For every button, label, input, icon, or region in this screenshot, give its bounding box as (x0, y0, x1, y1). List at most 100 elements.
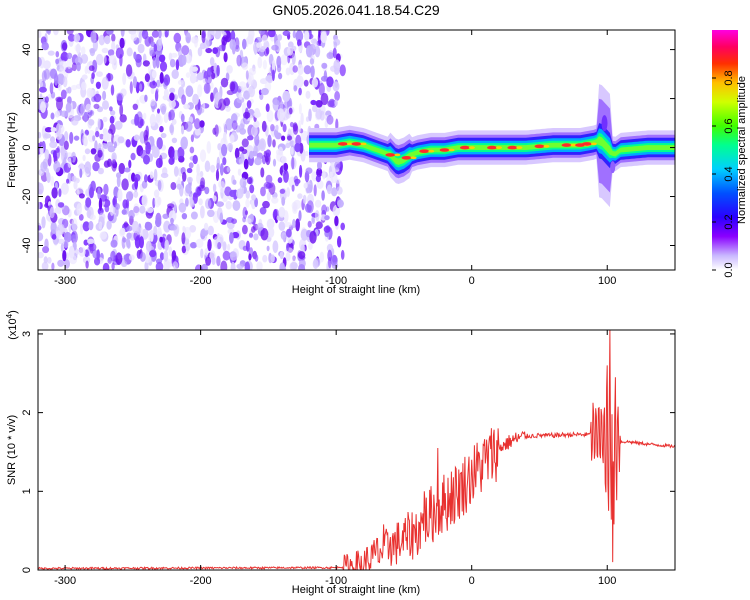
noise-speckle (93, 93, 102, 103)
noise-speckle (115, 206, 119, 217)
noise-speckle (277, 64, 282, 73)
noise-speckle (282, 123, 287, 133)
signal-hotspot (561, 143, 572, 147)
noise-speckle (312, 38, 318, 50)
noise-speckle (238, 158, 245, 165)
noise-speckle (88, 243, 97, 252)
noise-speckle (214, 124, 219, 137)
noise-speckle (303, 65, 312, 75)
noise-speckle (130, 32, 138, 42)
noise-speckle (295, 30, 304, 42)
noise-speckle (38, 232, 44, 242)
noise-speckle (173, 32, 182, 44)
noise-speckle (139, 236, 144, 249)
noise-speckle (155, 114, 163, 126)
noise-speckle (281, 232, 286, 241)
spectrogram-frame (37, 29, 676, 271)
noise-speckle (212, 183, 217, 193)
snr-scale-label: (x10 (7, 318, 19, 339)
x-tick-label: 100 (598, 275, 616, 287)
noise-speckle (111, 262, 115, 270)
noise-speckle (71, 84, 78, 91)
noise-speckle (139, 118, 145, 127)
noise-speckle (157, 180, 162, 191)
y-tick-label: 3 (21, 331, 33, 337)
noise-speckle (39, 81, 43, 88)
noise-speckle (136, 226, 141, 235)
noise-speckle (219, 212, 224, 223)
noise-speckle (286, 187, 290, 198)
noise-speckle (335, 178, 341, 184)
noise-speckle (57, 83, 62, 91)
noise-speckle (114, 120, 123, 130)
colorbar-tick-label: 0.2 (723, 214, 735, 229)
noise-speckle (321, 190, 325, 201)
noise-speckle (148, 64, 152, 76)
noise-speckle (236, 188, 244, 199)
colorbar-tick-label: 0.8 (723, 70, 735, 85)
noise-speckle (62, 76, 68, 88)
noise-speckle (221, 143, 228, 157)
noise-speckle (51, 234, 57, 240)
noise-speckle (271, 69, 275, 82)
noise-speckle (170, 217, 174, 225)
noise-speckle (163, 250, 169, 262)
noise-speckle (259, 207, 267, 215)
noise-speckle (200, 248, 204, 259)
noise-speckle (60, 89, 67, 100)
noise-speckle (53, 160, 61, 173)
noise-speckle (158, 36, 162, 46)
noise-speckle (339, 64, 346, 77)
noise-speckle (141, 180, 148, 189)
noise-speckle (263, 181, 272, 190)
noise-speckle (56, 73, 65, 86)
noise-speckle (242, 206, 248, 220)
noise-speckle (128, 254, 135, 261)
noise-speckle (334, 99, 338, 107)
noise-speckle (241, 138, 249, 148)
noise-speckle (324, 215, 330, 221)
noise-speckle (57, 202, 65, 208)
noise-speckle (242, 224, 248, 235)
noise-speckle (318, 82, 325, 96)
noise-speckle (50, 127, 57, 133)
noise-speckle (181, 232, 186, 245)
colorbar-gradient (712, 30, 738, 270)
noise-speckle (149, 229, 154, 242)
signal-hotspot (410, 156, 417, 160)
noise-speckle (78, 214, 84, 221)
noise-speckle (43, 60, 51, 70)
signal-hotspot (459, 145, 470, 150)
noise-speckle (110, 205, 114, 217)
noise-speckle (121, 178, 129, 191)
noise-speckle (39, 93, 43, 102)
noise-speckle (254, 197, 258, 208)
noise-speckle (326, 184, 332, 195)
noise-speckle (69, 255, 78, 265)
noise-speckle (262, 200, 270, 209)
spectrogram-y-axis: -40 -20 0 20 40 (21, 43, 675, 253)
noise-speckle (74, 56, 83, 66)
noise-speckle (88, 65, 95, 72)
noise-speckle (92, 161, 100, 172)
noise-speckle (237, 168, 242, 176)
noise-speckle (89, 48, 95, 57)
noise-speckle (231, 113, 238, 124)
noise-speckle (334, 91, 340, 101)
noise-speckle (143, 154, 150, 165)
noise-speckle (104, 205, 110, 213)
noise-speckle (202, 102, 206, 111)
noise-speckle (310, 99, 317, 106)
signal-hotspot (419, 149, 430, 153)
noise-speckle (201, 263, 208, 270)
noise-speckle (172, 261, 179, 270)
noise-speckle (40, 101, 46, 113)
noise-speckle (177, 146, 185, 160)
noise-speckle (290, 146, 294, 156)
noise-speckle (102, 90, 107, 101)
noise-speckle (293, 199, 302, 210)
noise-speckle (78, 246, 86, 257)
noise-speckle (232, 179, 237, 185)
noise-speckle (130, 152, 136, 161)
noise-speckle (63, 240, 69, 248)
